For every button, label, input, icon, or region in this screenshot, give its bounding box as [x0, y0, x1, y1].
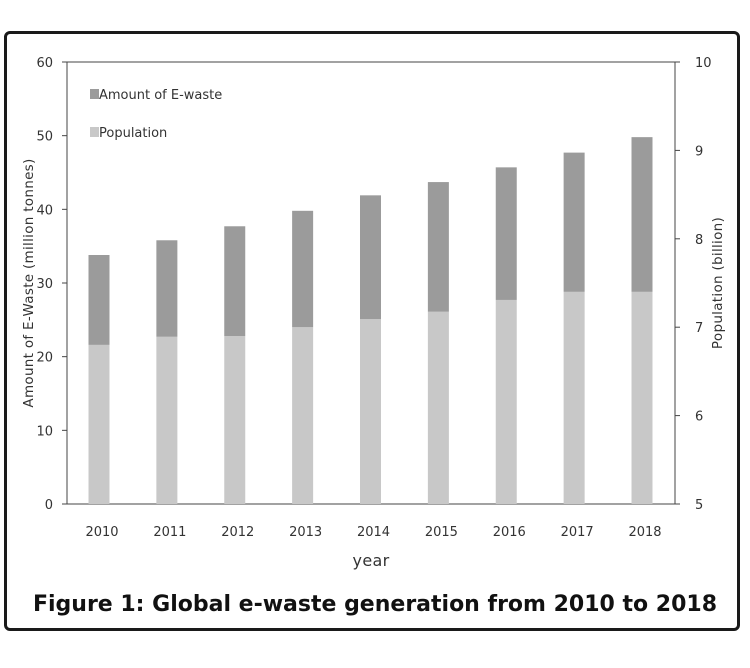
- right-tick-label: 5: [695, 498, 703, 513]
- bar-ewaste-2014: [360, 195, 381, 320]
- legend-label-ewaste: Amount of E-waste: [99, 88, 222, 103]
- legend-swatch-ewaste: [90, 89, 99, 99]
- x-tick-label: 2012: [221, 525, 254, 540]
- legend-label-population: Population: [99, 126, 167, 141]
- bar-ewaste-2011: [156, 240, 178, 337]
- right-tick-label: 10: [695, 56, 712, 71]
- right-tick-label: 6: [695, 410, 703, 425]
- x-tick-label: 2015: [425, 525, 458, 540]
- x-axis-title: year: [353, 551, 390, 570]
- bar-ewaste-2015: [427, 182, 449, 312]
- bars-group: [88, 137, 653, 504]
- left-tick-label: 50: [36, 130, 53, 145]
- bar-ewaste-2012: [224, 226, 246, 337]
- bar-population-2011: [156, 336, 178, 504]
- x-tick-label: 2013: [289, 525, 322, 540]
- x-tick-label: 2014: [357, 525, 390, 540]
- x-tick-label: 2010: [85, 525, 118, 540]
- bar-ewaste-2010: [88, 255, 110, 345]
- bar-population-2018: [631, 291, 653, 504]
- right-tick-label: 8: [695, 233, 703, 248]
- bar-population-2014: [360, 319, 381, 504]
- left-tick-label: 10: [36, 424, 53, 439]
- bar-population-2017: [563, 291, 585, 504]
- x-tick-label: 2018: [628, 525, 661, 540]
- x-tick-label: 2017: [561, 525, 594, 540]
- left-tick-label: 30: [36, 277, 53, 292]
- left-tick-label: 0: [45, 498, 53, 513]
- legend-swatch-population: [90, 127, 99, 137]
- right-axis-ticks: 5 6 7 8 9 10: [675, 56, 712, 513]
- bar-population-2015: [427, 311, 449, 504]
- right-tick-label: 9: [695, 144, 703, 159]
- bar-ewaste-2013: [292, 210, 314, 328]
- x-axis-ticks: 2010 2011 2012 2013 2014 2015 2016 2017 2018: [85, 525, 661, 540]
- bar-ewaste-2018: [631, 137, 653, 292]
- bar-population-2012: [224, 336, 246, 504]
- bar-population-2016: [495, 299, 517, 504]
- x-tick-label: 2016: [493, 525, 526, 540]
- left-axis-title: Amount of E-Waste (million tonnes): [21, 158, 37, 407]
- figure-frame: [4, 31, 740, 631]
- left-tick-label: 40: [36, 203, 53, 218]
- right-axis-title: Population (billion): [710, 217, 726, 349]
- bar-ewaste-2016: [495, 167, 517, 300]
- figure-caption: Figure 1: Global e-waste generation from…: [32, 592, 718, 617]
- right-tick-label: 7: [695, 321, 703, 336]
- bar-population-2013: [292, 327, 314, 504]
- legend: Amount of E-waste Population: [90, 88, 222, 141]
- bar-ewaste-2017: [563, 152, 585, 292]
- left-tick-label: 20: [36, 351, 53, 366]
- left-tick-label: 60: [36, 56, 53, 71]
- x-tick-label: 2011: [153, 525, 186, 540]
- left-axis-ticks: 0 10 20 30 40 50 60: [36, 56, 67, 513]
- bar-population-2010: [88, 344, 110, 504]
